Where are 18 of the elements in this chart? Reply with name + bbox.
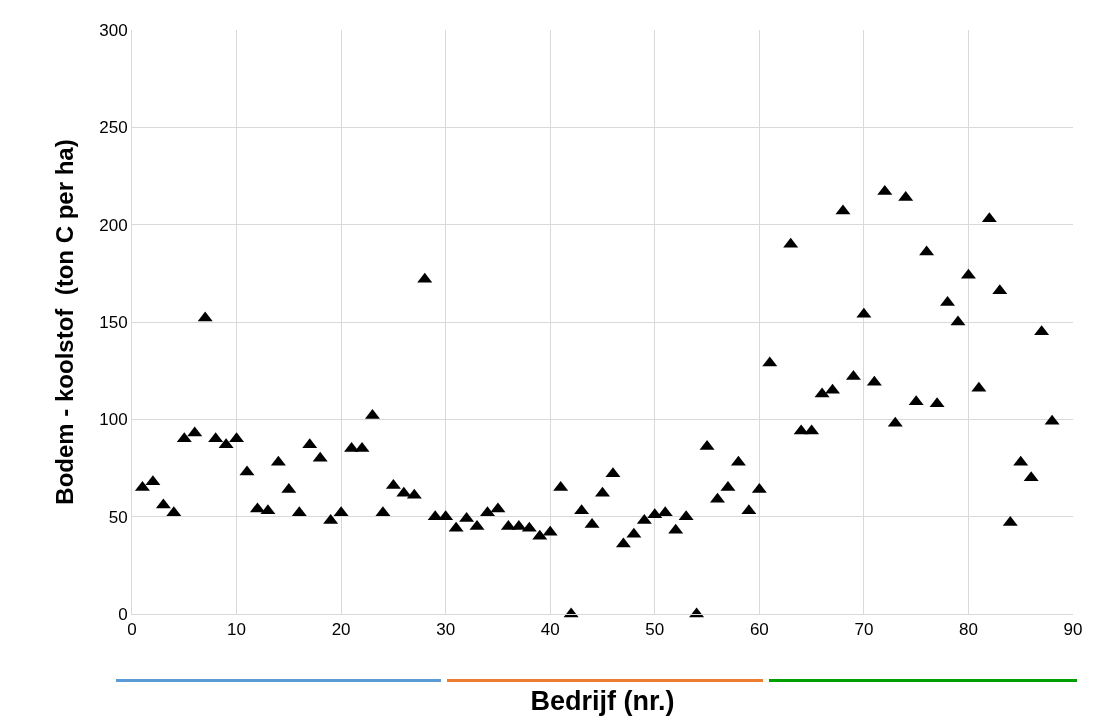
y-tick-label: 250 — [99, 118, 128, 138]
y-tick-label: 300 — [99, 20, 128, 40]
x-tick-label: 80 — [958, 620, 978, 640]
x-tick-label: 40 — [540, 620, 560, 640]
x-tick-label: 10 — [227, 620, 247, 640]
y-tick-label: 50 — [108, 507, 128, 527]
x-axis-title: Bedrijf (nr.) — [530, 685, 675, 716]
y-tick-label: 200 — [99, 215, 128, 235]
x-tick-label: 70 — [854, 620, 874, 640]
y-tick-label: 0 — [118, 604, 128, 624]
x-tick-label: 50 — [645, 620, 665, 640]
y-tick-label: 100 — [99, 410, 128, 430]
x-tick-label: 60 — [749, 620, 769, 640]
x-tick-label: 30 — [436, 620, 456, 640]
y-axis-title: Bodem - koolstof (ton C per ha) — [51, 139, 79, 505]
x-tick-label: 20 — [331, 620, 351, 640]
x-tick-label: 90 — [1063, 620, 1083, 640]
y-tick-label: 150 — [99, 312, 128, 332]
